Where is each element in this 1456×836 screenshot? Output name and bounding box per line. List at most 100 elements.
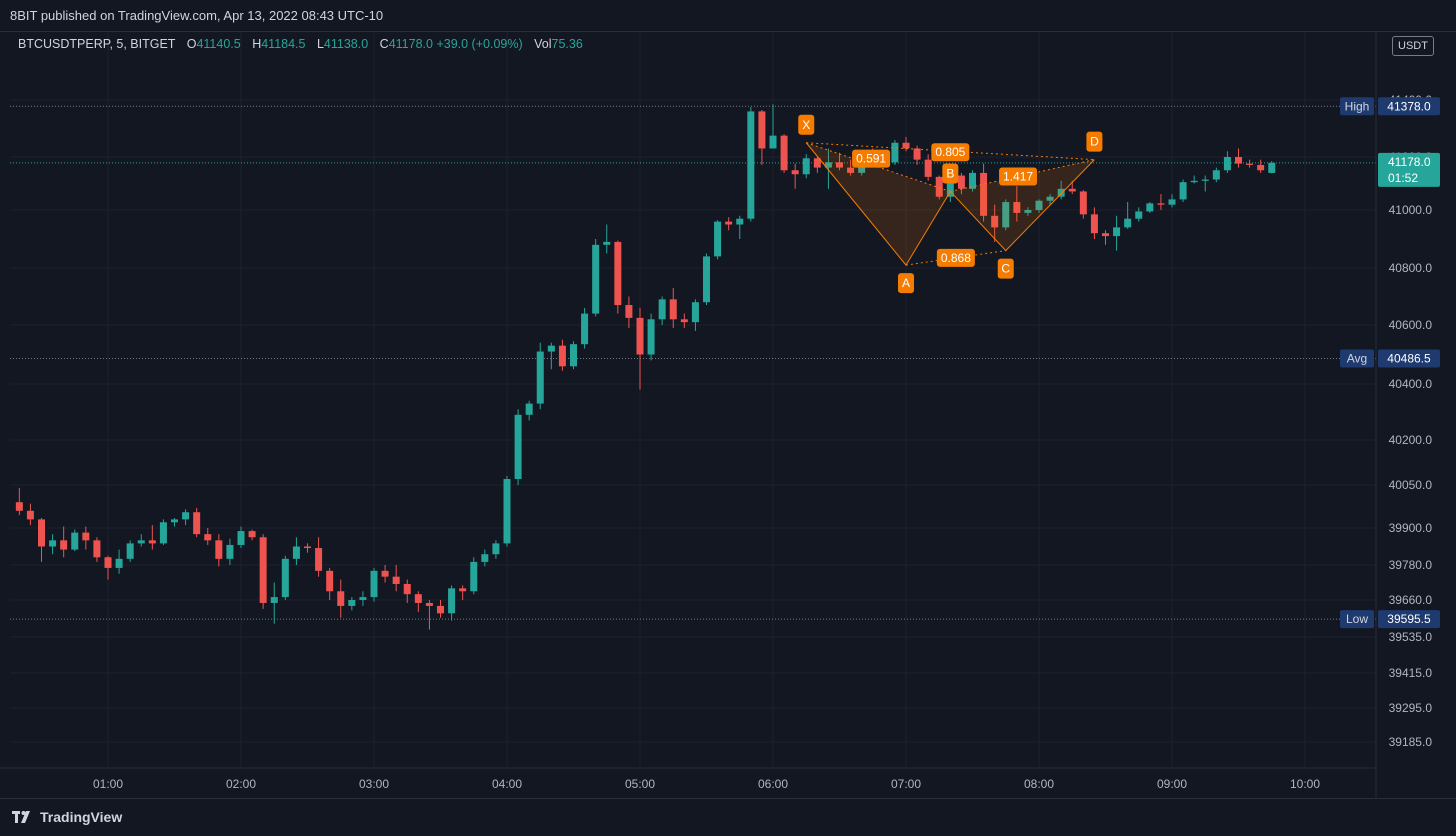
close-label: C <box>379 37 389 51</box>
time-tick-label: 09:00 <box>1157 777 1187 791</box>
candle-body <box>104 557 112 568</box>
candle-body <box>957 175 965 189</box>
candle-up <box>126 540 134 562</box>
candle-down <box>1102 230 1109 245</box>
candle-body <box>1157 203 1165 205</box>
candle-up <box>292 537 300 565</box>
ratio-label[interactable]: 1.417 <box>999 167 1038 186</box>
candle-down <box>315 537 323 577</box>
candle-body <box>126 543 134 559</box>
time-tick-label: 01:00 <box>93 777 123 791</box>
pattern-point-c[interactable]: C <box>997 258 1014 279</box>
candle-up <box>1124 202 1132 229</box>
candle-body <box>780 135 788 171</box>
candle-up <box>448 585 456 621</box>
candle-up <box>470 557 478 595</box>
point-label-bg <box>942 163 959 184</box>
pattern-point-b[interactable]: B <box>942 163 959 184</box>
candle-up <box>525 400 533 421</box>
candle-body <box>270 597 278 603</box>
harmonic-pattern[interactable]: 0.591 0.805 1.417 0.868 X A B C D <box>798 114 1103 294</box>
candle-up <box>736 215 744 239</box>
candle-body <box>26 510 34 520</box>
candle-body <box>459 588 467 592</box>
last-price-bg[interactable] <box>1378 152 1440 187</box>
candle-body <box>82 532 90 541</box>
candle-body <box>946 175 954 197</box>
candle-down <box>791 163 799 189</box>
tradingview-logo[interactable]: TradingView <box>12 809 122 825</box>
candle-down <box>1257 159 1265 173</box>
symbol-info[interactable]: BTCUSDTPERP, 5, BITGET <box>18 37 176 51</box>
candle-body <box>935 176 943 197</box>
candle-body <box>1057 188 1065 197</box>
candle-up <box>592 239 600 317</box>
point-label-text: C <box>1001 262 1010 276</box>
candle-down <box>924 154 932 181</box>
ratio-label[interactable]: 0.591 <box>852 149 891 168</box>
currency-button[interactable]: USDT <box>1392 36 1434 56</box>
candle-body <box>991 215 999 228</box>
pattern-point-d[interactable]: D <box>1086 131 1103 152</box>
point-label-text: D <box>1090 135 1099 149</box>
candle-body <box>1223 157 1231 171</box>
ref-name-label: High <box>1345 99 1370 113</box>
ref-name-bg <box>1340 610 1374 629</box>
candle-down <box>758 109 766 165</box>
candle-body <box>503 479 511 544</box>
candle-body <box>49 540 57 547</box>
candle-down <box>215 534 223 567</box>
candle-body <box>847 167 855 173</box>
candle-body <box>1024 210 1032 213</box>
candlestick-chart[interactable]: 0.591 0.805 1.417 0.868 X A B C D 41000.0 40800.0… <box>0 32 1456 798</box>
candle-body <box>758 111 766 149</box>
candle-body <box>669 299 677 320</box>
candle-body <box>813 158 821 168</box>
candle-body <box>71 532 79 550</box>
ratio-label[interactable]: 0.805 <box>931 143 970 162</box>
candle-body <box>1201 179 1209 181</box>
candle-down <box>193 507 201 538</box>
candle-body <box>437 605 444 614</box>
ratio-label[interactable]: 0.868 <box>936 248 975 267</box>
tradingview-logo-icon <box>12 811 30 823</box>
candle-up <box>1135 207 1143 222</box>
point-label-text: X <box>802 118 810 132</box>
candle-body <box>703 256 710 303</box>
candle-down <box>104 555 112 580</box>
candle-down <box>304 543 311 553</box>
candle-body <box>281 558 289 598</box>
ref-value-label: 39595.5 <box>1387 612 1431 626</box>
candle-down <box>1235 148 1242 168</box>
candle-body <box>403 583 411 595</box>
price-tick-label: 40400.0 <box>1389 377 1433 391</box>
candle-body <box>60 540 68 550</box>
open-value: 41140.5 <box>196 37 241 51</box>
candle-body <box>381 570 389 577</box>
ref-value-bg <box>1378 349 1440 368</box>
pattern-point-x[interactable]: X <box>798 114 815 135</box>
candle-body <box>1013 202 1021 213</box>
candle-body <box>636 317 644 355</box>
candle-body <box>525 403 533 415</box>
candle-up <box>969 170 976 192</box>
candle-body <box>1257 164 1265 171</box>
price-tick-label: 41000.0 <box>1389 203 1433 217</box>
candle-down <box>902 137 910 152</box>
candle-body <box>969 172 976 189</box>
candle-up <box>581 307 589 349</box>
candle-down <box>437 600 444 618</box>
close-value: 41178.0 <box>388 37 433 51</box>
price-axis[interactable]: 41000.0 40800.0 40600.0 40400.0 40200.0 40050… <box>1340 32 1440 798</box>
candle-body <box>1168 199 1176 205</box>
candle-up <box>1223 151 1231 173</box>
candle-down <box>1246 159 1254 168</box>
candle-up <box>1179 179 1187 203</box>
candle-body <box>1002 202 1010 228</box>
time-axis[interactable]: 01:00 02:00 03:00 04:00 05:00 06:00 07:00 08:00… <box>0 767 1376 791</box>
candle-body <box>15 502 23 511</box>
pattern-point-a[interactable]: A <box>898 273 914 294</box>
candle-down <box>38 517 45 562</box>
reference-lines <box>10 105 1376 620</box>
price-tick-label: 40600.0 <box>1389 318 1433 332</box>
